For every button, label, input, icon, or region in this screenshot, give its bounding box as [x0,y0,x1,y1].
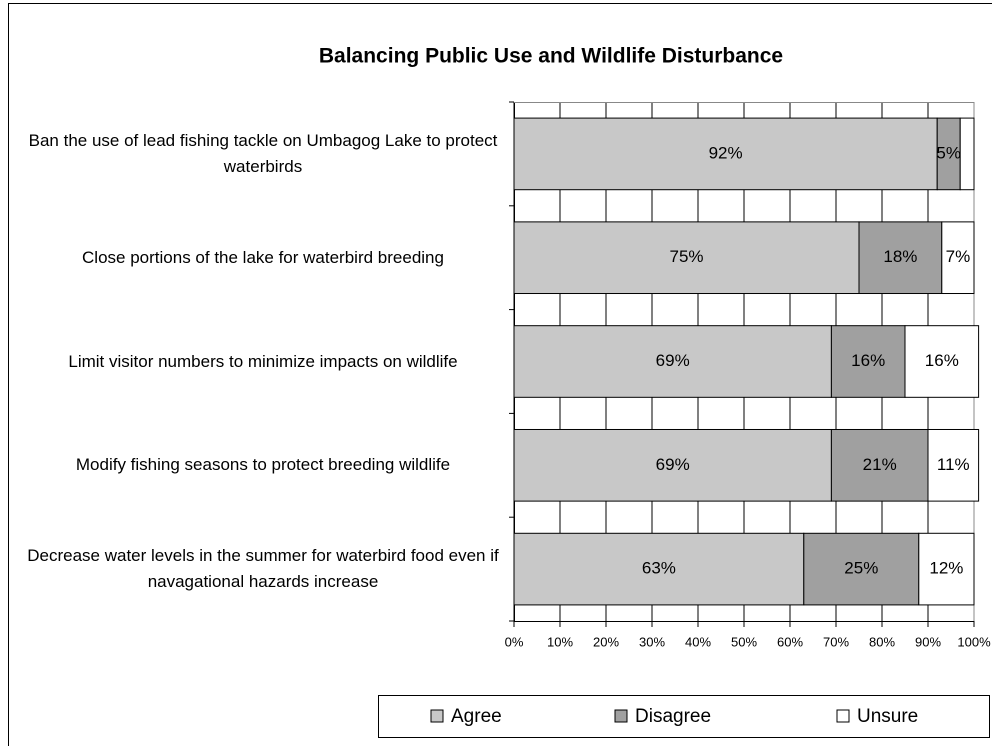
data-label: 5% [936,143,961,162]
bar-segment [803,532,920,606]
bar-segment [513,325,832,398]
x-tick-label: 90% [915,634,941,649]
y-tick-label: Close portions of the lake for waterbird… [82,247,444,267]
legend-label: Disagree [635,706,711,727]
legend-box [378,695,990,738]
legend-swatch [430,709,444,723]
bar-segment [904,325,980,398]
bar-segment [918,532,975,606]
bar-segment [513,532,805,606]
data-label: 12% [929,559,963,578]
chart-title: Balancing Public Use and Wildlife Distur… [319,45,783,68]
legend-label: Unsure [857,706,918,727]
legend-label: Agree [451,706,502,727]
bar-segment [830,428,929,502]
legend-swatch [836,709,850,723]
data-label: 21% [863,455,897,474]
x-tick-label: 70% [823,634,849,649]
x-tick-label: 10% [547,634,573,649]
data-label: 75% [669,247,703,266]
data-label: 16% [925,351,959,370]
x-tick-label: 50% [731,634,757,649]
data-label: 69% [656,455,690,474]
y-tick-label: Ban the use of lead fishing tackle on Um… [28,130,498,176]
x-tick-label: 0% [505,634,524,649]
bar-segment [959,117,975,191]
data-label: 7% [946,247,971,266]
y-tick-label: Limit visitor numbers to minimize impact… [68,351,458,371]
y-tick-label: Modify fishing seasons to protect breedi… [75,455,451,475]
y-tick-label: Decrease water levels in the summer for … [27,546,499,592]
x-tick-label: 80% [869,634,895,649]
data-label: 92% [709,143,743,162]
x-tick-label: 20% [593,634,619,649]
bar-segment [927,428,980,502]
data-label: 11% [937,455,970,474]
data-label: 25% [844,559,878,578]
x-tick-label: 60% [777,634,803,649]
legend-swatch [614,709,628,723]
bar-segment [513,117,938,191]
data-label: 18% [883,247,917,266]
x-tick-label: 100% [957,634,991,649]
bar-segment [830,325,906,398]
data-label: 16% [851,351,885,370]
data-label: 69% [656,351,690,370]
bar-segment [941,221,975,295]
bar-segment [513,428,832,502]
data-label: 63% [642,559,676,578]
x-tick-label: 30% [639,634,665,649]
x-tick-label: 40% [685,634,711,649]
bar-segment [858,221,943,295]
